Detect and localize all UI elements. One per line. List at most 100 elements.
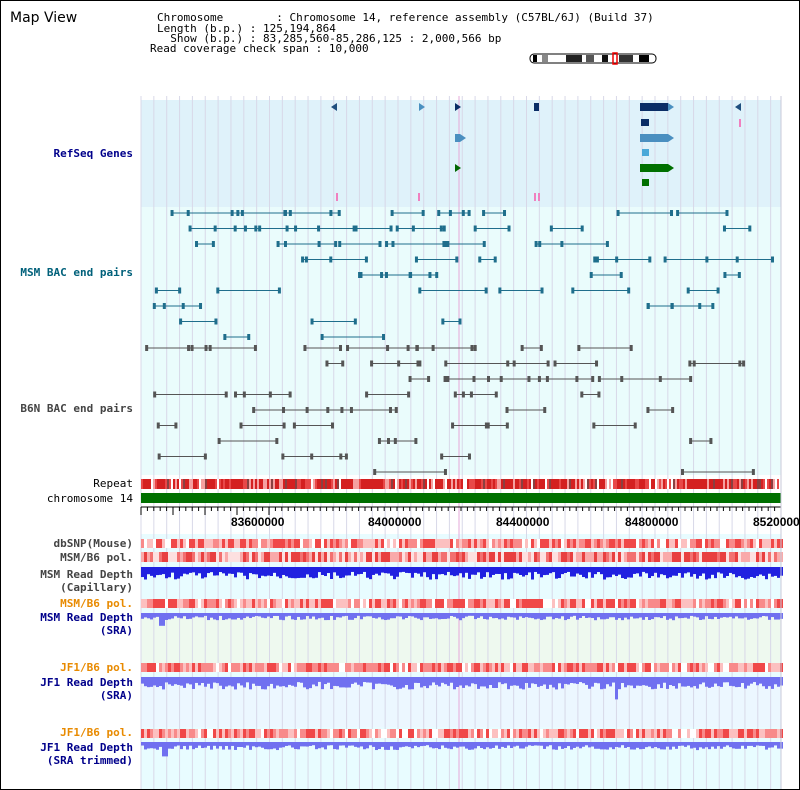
dbsnp-strip — [372, 539, 375, 548]
repeat-segment — [325, 479, 327, 489]
msm-depth-capillary-bar — [186, 567, 189, 575]
msm-pol-strip-2 — [423, 599, 426, 608]
jf1-depth-sra-bar — [651, 677, 654, 690]
msm-depth-capillary-bar — [549, 567, 552, 574]
msm-depth-capillary-bar — [723, 567, 726, 578]
track-label-msm-depth-capillary[interactable]: MSM Read Depth — [40, 568, 133, 581]
msm-bac-pair — [320, 334, 324, 340]
msm-pol-strip — [291, 552, 294, 562]
msm-depth-sra-bar — [504, 613, 507, 620]
jf1-pol-strip-2 — [747, 729, 750, 738]
jf1-pol-strip — [573, 663, 576, 672]
b6n-bac-pair — [190, 345, 194, 351]
msm-pol-strip — [732, 552, 735, 562]
repeat-segment — [631, 479, 633, 489]
repeat-segment — [151, 479, 153, 489]
track-label-dbsnp[interactable]: dbSNP(Mouse) — [53, 537, 133, 550]
repeat-segment — [719, 479, 721, 489]
jf1-pol-strip — [234, 663, 237, 672]
repeat-segment — [585, 479, 587, 489]
repeat-segment — [673, 479, 675, 489]
msm-pol-strip-2 — [648, 599, 651, 608]
jf1-depth-trimmed-bar — [711, 742, 714, 747]
repeat-segment — [505, 479, 507, 489]
msm-depth-capillary-bar — [702, 567, 705, 574]
msm-pol-strip-2 — [201, 599, 204, 608]
jf1-pol-strip — [678, 663, 681, 672]
b6n-bac-pair — [451, 422, 455, 429]
track-label-msm-bac[interactable]: MSM BAC end pairs — [20, 266, 133, 279]
msm-pol-strip-2 — [231, 599, 234, 608]
jf1-depth-trimmed-bar — [288, 742, 291, 746]
jf1-pol-strip-2 — [501, 729, 504, 738]
track-label-jf1-depth-trimmed[interactable]: JF1 Read Depth — [40, 741, 133, 754]
track-label-jf1-b6-pol[interactable]: JF1/B6 pol. — [60, 661, 133, 674]
track-label-msm-b6-pol-2[interactable]: MSM/B6 pol. — [60, 597, 133, 610]
repeat-segment — [703, 479, 705, 489]
msm-depth-capillary-bar — [672, 567, 675, 576]
b6n-bac-pair — [486, 422, 490, 429]
track-label-repeat[interactable]: Repeat — [93, 477, 133, 490]
track-label-refseq[interactable]: RefSeq Genes — [53, 147, 133, 160]
dbsnp-strip — [414, 539, 417, 548]
jf1-depth-trimmed-bar — [330, 742, 333, 746]
track-label-msm-b6-pol[interactable]: MSM/B6 pol. — [60, 551, 133, 564]
msm-pol-strip-2 — [279, 599, 282, 608]
dbsnp-strip — [315, 539, 318, 548]
jf1-pol-strip-2 — [561, 729, 564, 738]
track-label-msm-depth-sra[interactable]: MSM Read Depth — [40, 611, 133, 624]
msm-depth-sra-bar — [234, 613, 237, 620]
jf1-depth-trimmed-bar — [195, 742, 198, 748]
jf1-pol-strip-2 — [186, 729, 189, 738]
jf1-pol-strip — [648, 663, 651, 672]
jf1-pol-strip — [453, 663, 456, 672]
jf1-depth-trimmed-bar — [384, 742, 387, 750]
dbsnp-strip — [300, 539, 303, 548]
dbsnp-strip — [762, 539, 765, 548]
msm-pol-strip-2 — [144, 599, 147, 608]
msm-bac-pair — [627, 287, 631, 294]
msm-depth-sra-bar — [687, 613, 690, 619]
jf1-pol-strip-2 — [369, 729, 372, 738]
dbsnp-strip — [390, 539, 393, 548]
repeat-segment — [521, 479, 523, 489]
jf1-depth-trimmed-bar — [720, 742, 723, 749]
track-label-jf1-b6-pol-2[interactable]: JF1/B6 pol. — [60, 726, 133, 739]
repeat-segment — [731, 479, 733, 489]
gene-marker — [418, 193, 420, 201]
repeat-segment — [261, 479, 263, 489]
jf1-pol-strip-2 — [660, 729, 663, 738]
msm-depth-sra-bar — [660, 613, 663, 619]
repeat-segment — [557, 479, 559, 489]
jf1-depth-sra-bar — [297, 677, 300, 683]
repeat-segment — [467, 479, 469, 489]
msm-pol-strip-2 — [729, 599, 732, 608]
msm-bac-pair — [301, 256, 305, 263]
dbsnp-strip — [282, 539, 285, 548]
jf1-depth-sra-bar — [522, 677, 525, 690]
msm-pol-strip — [762, 552, 765, 562]
jf1-pol-strip — [357, 663, 360, 672]
msm-depth-sra-bar — [657, 613, 660, 618]
msm-depth-capillary-bar — [177, 567, 180, 579]
jf1-depth-sra-bar — [519, 677, 522, 689]
msm-pol-strip-2 — [681, 599, 684, 608]
msm-pol-strip — [303, 552, 306, 562]
jf1-pol-strip-2 — [618, 729, 621, 738]
jf1-depth-sra-bar — [270, 677, 273, 684]
track-label-b6n-bac[interactable]: B6N BAC end pairs — [20, 402, 133, 415]
jf1-depth-trimmed-bar — [444, 742, 447, 748]
msm-depth-sra-bar — [369, 613, 372, 617]
repeat-segment — [589, 479, 591, 489]
msm-pol-strip-2 — [153, 599, 156, 608]
msm-pol-strip — [660, 552, 663, 562]
dbsnp-strip — [747, 539, 750, 548]
track-label-chromosome[interactable]: chromosome 14 — [46, 492, 133, 505]
dbsnp-strip — [678, 539, 681, 548]
track-label-jf1-depth-sra[interactable]: JF1 Read Depth — [40, 676, 133, 689]
repeat-segment — [147, 479, 149, 489]
jf1-pol-strip — [189, 663, 192, 672]
msm-pol-strip-2 — [564, 599, 567, 608]
msm-pol-strip — [603, 552, 606, 562]
